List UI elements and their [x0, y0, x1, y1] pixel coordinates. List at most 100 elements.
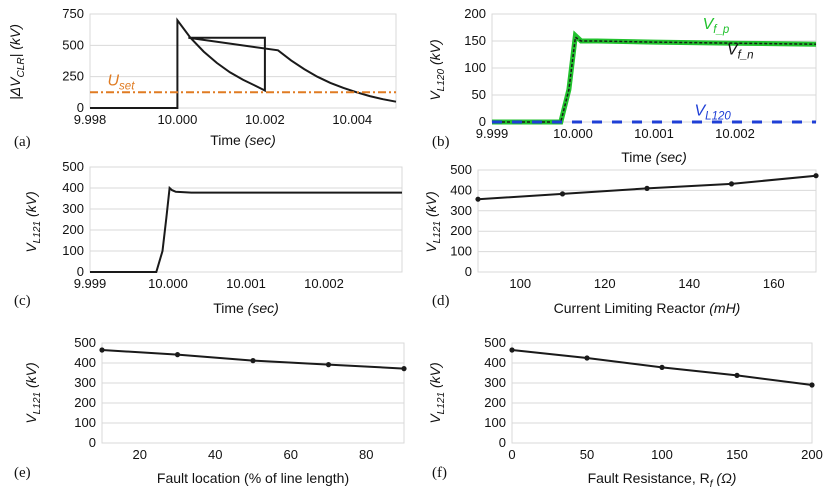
x-axis-label: Fault Resistance, Rf (Ω) — [588, 470, 737, 490]
y-tick-label: 500 — [74, 335, 96, 350]
x-tick-label: 120 — [594, 276, 616, 291]
y-tick-label: 100 — [74, 415, 96, 430]
y-tick-label: 150 — [464, 33, 486, 48]
x-tick-label: 200 — [801, 447, 823, 462]
panel-c: 0 100 200 300 400 500 9.999 10.000 10.001 10.002 (… — [14, 159, 403, 316]
y-tick-label: 0 — [499, 435, 506, 450]
data-point — [401, 366, 407, 372]
y-tick-label: 100 — [464, 60, 486, 75]
plot-frame — [101, 342, 405, 444]
x-axis-label: Time (sec) — [213, 300, 279, 316]
y-tick-label: 400 — [62, 180, 84, 195]
y-axis-label: VL121 (kV) — [23, 191, 43, 252]
x-tick-label: 10.000 — [553, 126, 593, 141]
x-tick-label: 10.004 — [332, 112, 372, 127]
y-tick-label: 300 — [484, 375, 506, 390]
panel-label: (b) — [432, 134, 450, 150]
data-point — [584, 355, 590, 361]
data-point — [475, 196, 481, 202]
x-tick-label: 140 — [678, 276, 700, 291]
y-tick-label: 200 — [484, 395, 506, 410]
x-tick-label: 0 — [508, 447, 515, 462]
data-point — [559, 191, 566, 197]
x-axis-label: Fault location (% of line length) — [157, 470, 349, 486]
data-point — [813, 173, 819, 179]
panel-label: (e) — [14, 465, 31, 481]
y-tick-label: 400 — [450, 182, 472, 197]
panel-label: (f) — [432, 465, 447, 481]
y-tick-label: 750 — [62, 6, 84, 21]
x-tick-label: 60 — [284, 447, 298, 462]
y-tick-label: 300 — [62, 201, 84, 216]
panel-label: (a) — [14, 134, 31, 150]
y-axis-label: VL121 (kV) — [23, 362, 43, 423]
x-tick-label: 40 — [208, 447, 222, 462]
x-tick-label: 80 — [359, 447, 373, 462]
y-tick-label: 500 — [484, 335, 506, 350]
y-tick-label: 500 — [62, 159, 84, 174]
annotation-label: Uset — [107, 72, 135, 92]
panel-label: (c) — [14, 293, 31, 309]
data-point — [644, 185, 650, 191]
y-tick-label: 300 — [450, 203, 472, 218]
y-tick-label: 300 — [74, 375, 96, 390]
data-point — [325, 362, 332, 368]
x-axis-label: Current Limiting Reactor (mH) — [554, 300, 741, 316]
x-tick-label: 150 — [726, 447, 748, 462]
y-axis-label: VL120 (kV) — [427, 39, 447, 100]
plot-frame — [89, 166, 403, 273]
y-tick-label: 400 — [74, 355, 96, 370]
y-tick-label: 250 — [62, 69, 84, 84]
series-line — [90, 17, 397, 109]
x-axis-label: Time (sec) — [210, 132, 276, 148]
x-tick-label: 9.999 — [476, 126, 509, 141]
x-tick-label: 10.002 — [715, 126, 755, 141]
y-axis-label: VL121 (kV) — [423, 191, 443, 252]
data-point — [250, 358, 256, 364]
x-tick-label: 9.998 — [74, 112, 107, 127]
x-tick-label: 10.002 — [245, 112, 285, 127]
y-tick-label: 0 — [89, 435, 96, 450]
data-point — [509, 347, 515, 353]
y-tick-label: 100 — [484, 415, 506, 430]
x-tick-label: 100 — [509, 276, 531, 291]
plot-frame — [477, 169, 817, 273]
data-point — [734, 372, 740, 378]
y-tick-label: 0 — [77, 264, 84, 279]
y-tick-label: 400 — [484, 355, 506, 370]
y-axis-label: VL121 (kV) — [427, 362, 447, 423]
data-point — [728, 181, 735, 187]
x-tick-label: 9.999 — [74, 276, 107, 291]
x-tick-label: 20 — [133, 447, 147, 462]
x-axis-label: Time (sec) — [621, 149, 687, 165]
plot-frame — [89, 13, 397, 109]
series-line-v-f-p — [492, 30, 817, 125]
data-point — [659, 364, 665, 370]
data-point — [99, 347, 105, 353]
x-tick-label: 10.001 — [226, 276, 266, 291]
x-tick-label: 10.002 — [304, 276, 344, 291]
y-tick-label: 200 — [74, 395, 96, 410]
x-tick-label: 50 — [580, 447, 594, 462]
panel-label: (d) — [432, 293, 450, 309]
series-line-v-f-n — [492, 35, 817, 123]
y-axis-label: |ΔVCLR| (kV) — [7, 24, 27, 100]
panel-a: 0 250 500 750 9.998 10.000 10.002 10.004 Uset (a)… — [7, 6, 397, 150]
y-tick-label: 500 — [62, 37, 84, 52]
annotation-label: Vf_n — [727, 42, 754, 62]
panel-f: 0 100 200 300 400 500 0 50 100 150 200 (f) Fault Res… — [427, 335, 823, 490]
y-tick-label: 100 — [62, 243, 84, 258]
y-tick-label: 0 — [77, 100, 84, 115]
x-tick-label: 160 — [763, 276, 785, 291]
y-tick-label: 500 — [450, 162, 472, 177]
panel-e: 0 100 200 300 400 500 20 40 60 80 (e) Fault locatio… — [14, 335, 407, 486]
y-tick-label: 50 — [472, 87, 486, 102]
y-tick-label: 100 — [450, 244, 472, 259]
y-tick-label: 0 — [465, 264, 472, 279]
x-tick-label: 10.000 — [148, 276, 188, 291]
y-tick-label: 0 — [479, 114, 486, 129]
x-tick-label: 10.001 — [634, 126, 674, 141]
y-tick-label: 200 — [62, 222, 84, 237]
panel-d: 0 100 200 300 400 500 100 120 140 160 (d) Current L… — [423, 162, 819, 316]
data-point — [809, 382, 815, 388]
